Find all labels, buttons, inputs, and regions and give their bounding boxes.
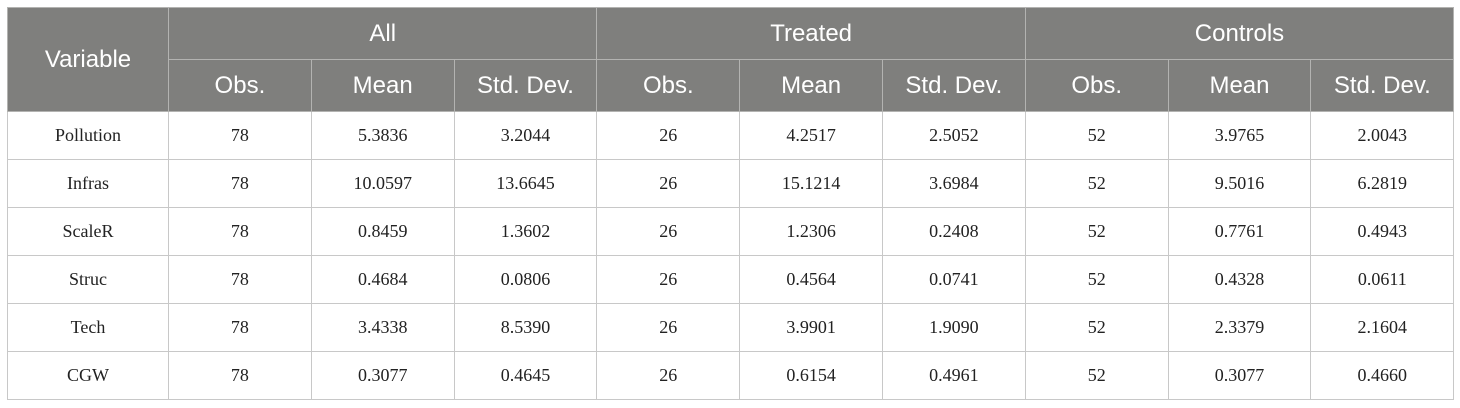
cell-all-std-dev: 1.3602 [453,207,598,256]
cell-treated-obs: 26 [596,207,741,256]
summary-statistics-table: Variable All Treated Controls Obs. Mean … [7,7,1455,400]
cell-treated-obs: 26 [596,303,741,352]
cell-variable: Infras [7,159,169,208]
cell-variable: ScaleR [7,207,169,256]
table-body: Pollution 78 5.3836 3.2044 26 4.2517 2.5052 52 3… [7,111,1455,400]
cell-all-obs: 78 [168,159,312,208]
header-controls-mean: Mean [1167,59,1312,112]
header-group-all: All [167,7,598,60]
cell-controls-mean: 0.7761 [1167,207,1312,256]
header-all-std-dev: Std. Dev. [453,59,598,112]
cell-treated-std-dev: 3.6984 [882,159,1026,208]
cell-treated-obs: 26 [596,255,741,304]
cell-variable: CGW [7,351,169,400]
cell-controls-mean: 2.3379 [1167,303,1312,352]
cell-all-mean: 0.8459 [310,207,455,256]
header-controls-obs: Obs. [1024,59,1169,112]
cell-all-mean: 5.3836 [310,111,455,160]
cell-controls-obs: 52 [1024,207,1169,256]
header-treated-mean: Mean [739,59,883,112]
cell-all-obs: 78 [168,111,312,160]
cell-treated-mean: 0.4564 [739,255,883,304]
table-row: Pollution 78 5.3836 3.2044 26 4.2517 2.5052 52 3… [7,111,1455,160]
header-all-obs: Obs. [168,59,312,112]
cell-controls-obs: 52 [1024,159,1169,208]
header-row-groups: Variable All Treated Controls [7,7,1455,112]
cell-treated-mean: 4.2517 [739,111,883,160]
cell-all-std-dev: 0.4645 [453,351,598,400]
table-row: ScaleR 78 0.8459 1.3602 26 1.2306 0.2408 52 0.77… [7,207,1455,256]
header-group-treated: Treated [596,7,1026,60]
cell-controls-std-dev: 0.4660 [1310,351,1455,400]
header-group-controls: Controls [1024,7,1455,60]
table-row: Tech 78 3.4338 8.5390 26 3.9901 1.9090 52 2.3379… [7,303,1455,352]
cell-variable: Pollution [7,111,169,160]
cell-treated-std-dev: 0.0741 [882,255,1026,304]
cell-controls-obs: 52 [1024,351,1169,400]
cell-variable: Struc [7,255,169,304]
cell-all-mean: 0.4684 [310,255,455,304]
header-treated-obs: Obs. [596,59,741,112]
cell-controls-mean: 0.4328 [1167,255,1312,304]
cell-all-std-dev: 13.6645 [453,159,598,208]
cell-all-obs: 78 [168,303,312,352]
cell-controls-obs: 52 [1024,255,1169,304]
cell-treated-mean: 15.1214 [739,159,883,208]
cell-controls-obs: 52 [1024,111,1169,160]
header-treated-std-dev: Std. Dev. [882,59,1026,112]
cell-controls-std-dev: 0.4943 [1310,207,1455,256]
table-row: Infras 78 10.0597 13.6645 26 15.1214 3.6984 52 9… [7,159,1455,208]
cell-all-std-dev: 3.2044 [453,111,598,160]
header-all-mean: Mean [310,59,455,112]
cell-treated-std-dev: 2.5052 [882,111,1026,160]
cell-all-mean: 10.0597 [310,159,455,208]
cell-treated-mean: 0.6154 [739,351,883,400]
header-row-stats: Obs. Mean Std. Dev. Obs. Mean Std. Dev. … [8,59,1455,112]
cell-treated-mean: 1.2306 [739,207,883,256]
table-header: Variable All Treated Controls Obs. Mean … [7,7,1455,112]
cell-variable: Tech [7,303,169,352]
table-row: Struc 78 0.4684 0.0806 26 0.4564 0.0741 52 0.432… [7,255,1455,304]
cell-all-std-dev: 8.5390 [453,303,598,352]
header-variable: Variable [7,7,169,112]
cell-controls-mean: 0.3077 [1167,351,1312,400]
cell-treated-std-dev: 0.4961 [882,351,1026,400]
cell-treated-std-dev: 1.9090 [882,303,1026,352]
cell-all-std-dev: 0.0806 [453,255,598,304]
cell-controls-std-dev: 6.2819 [1310,159,1455,208]
table-row: CGW 78 0.3077 0.4645 26 0.6154 0.4961 52 0.3077 0… [7,351,1455,400]
cell-all-mean: 3.4338 [310,303,455,352]
cell-controls-std-dev: 2.0043 [1310,111,1455,160]
cell-all-obs: 78 [168,255,312,304]
cell-all-obs: 78 [168,207,312,256]
cell-treated-std-dev: 0.2408 [882,207,1026,256]
cell-treated-obs: 26 [596,111,741,160]
cell-all-mean: 0.3077 [310,351,455,400]
cell-treated-obs: 26 [596,351,741,400]
cell-controls-obs: 52 [1024,303,1169,352]
header-controls-std-dev: Std. Dev. [1310,59,1455,112]
cell-all-obs: 78 [168,351,312,400]
cell-treated-mean: 3.9901 [739,303,883,352]
cell-controls-std-dev: 2.1604 [1310,303,1455,352]
cell-treated-obs: 26 [596,159,741,208]
cell-controls-std-dev: 0.0611 [1310,255,1455,304]
cell-controls-mean: 3.9765 [1167,111,1312,160]
cell-controls-mean: 9.5016 [1167,159,1312,208]
